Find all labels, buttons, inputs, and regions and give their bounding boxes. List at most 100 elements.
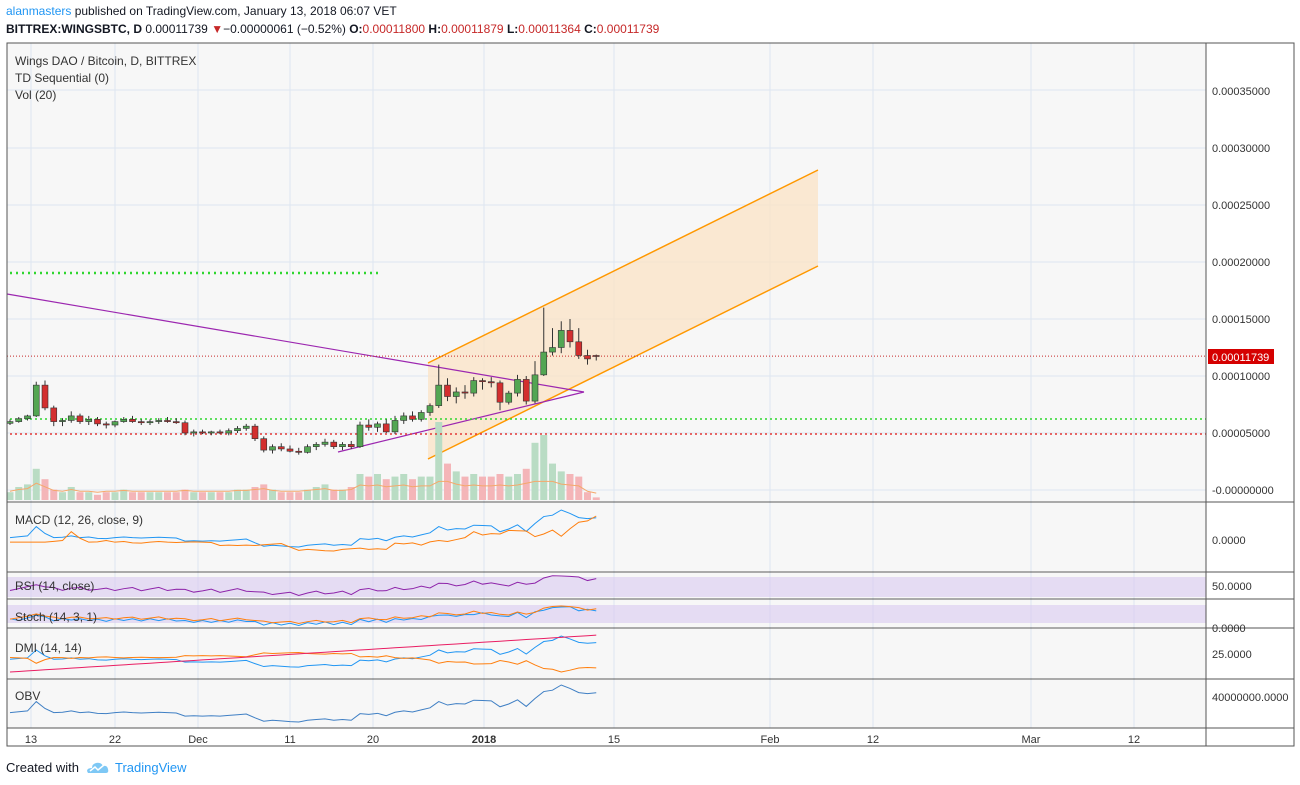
rsi-line [9,575,597,596]
obv-pane[interactable] [7,680,1206,728]
channel-lower-line [427,265,819,460]
volume-bar [120,489,128,500]
dmi-pane[interactable] [7,629,1206,678]
candle-body [531,374,539,402]
time-tick-label: 15 [608,734,620,746]
td-legend[interactable]: TD Sequential (0) [15,71,109,85]
author-link[interactable]: alanmasters [6,4,72,18]
candle-body [102,423,110,426]
obv-legend[interactable]: OBV [15,689,40,703]
time-tick-label: 2018 [472,734,496,746]
candles[interactable] [6,307,600,455]
volume-bar [584,492,591,500]
low-value: 0.00011364 [518,22,581,36]
candle-body [557,330,565,348]
volume-bar [251,487,259,500]
volume-bar [94,494,101,500]
macd-signal-line [10,515,597,552]
volume-bar [295,492,303,500]
close-value: 0.00011739 [596,22,660,36]
time-tick-label: 20 [367,734,379,746]
volume-bar [505,476,513,500]
volume-bar [260,484,268,500]
tradingview-link[interactable]: TradingView [114,760,187,775]
candle-body [41,384,49,409]
candle-body [505,392,513,403]
volume-bar [557,471,565,500]
volume-bar [522,468,530,500]
candle-body [50,407,58,422]
volume-bar [452,471,460,500]
price-tick-label: 0.00015000 [1212,314,1270,326]
open-value: 0.00011800 [362,22,426,36]
rsi-legend[interactable]: RSI (14, close) [15,579,94,593]
macd-legend[interactable]: MACD (12, 26, close, 9) [15,513,143,527]
volume-bar [487,476,495,500]
candle-body [592,355,600,357]
candle-body [391,420,399,433]
candle-body [304,446,311,453]
stoch-d-line [9,605,597,625]
volume-bar [59,492,66,500]
volume-bar [207,492,215,500]
volume-bar [32,468,40,500]
triangle-upper-line [6,293,585,393]
candle-body [549,347,556,353]
candle-body [76,415,84,422]
price-tick-label: 0.00020000 [1212,257,1270,269]
volume-bar [435,422,443,500]
volume-bar [400,474,408,500]
high-value: 0.00011879 [441,22,504,36]
time-tick-label: 12 [867,734,879,746]
candle-body [24,415,31,420]
symbol: BITTREX:WINGSBTC, D [6,22,142,36]
candle-body [155,420,163,422]
candle-body [15,418,23,422]
macd-pane[interactable] [7,503,1206,571]
candle-body [172,421,180,424]
time-tick-label: 13 [25,734,37,746]
volume-bar [391,476,399,500]
volume-bar [76,492,84,500]
candle-body [356,424,364,447]
obv-axis-label: 40000000.0000 [1212,692,1288,704]
dmi-axis-label: 25.0000 [1212,649,1252,661]
volume-bar [129,492,136,500]
candle-body [470,380,478,394]
candle-body [409,415,416,420]
volume-bar [566,474,574,500]
price-pane[interactable] [7,43,1206,501]
volume-bar [592,497,600,500]
stoch-legend[interactable]: Stoch (14, 3, 1) [15,610,97,624]
price-axis[interactable] [1206,43,1294,728]
high-label: H: [428,22,442,36]
rsi-axis-label: 50.0000 [1212,581,1252,593]
candle-body [540,351,548,376]
candle-body [496,382,504,403]
vol-legend[interactable]: Vol (20) [15,88,56,102]
candle-body [32,384,40,417]
candle-body [435,384,443,406]
volume-bar [312,487,320,500]
candle-body [137,421,145,424]
macd-line [9,509,597,548]
dmi-legend[interactable]: DMI (14, 14) [15,641,82,655]
candle-body [330,441,338,447]
volume-bar [50,489,58,500]
volume-bar [15,487,23,500]
dmi-minus-line [9,652,597,673]
time-axis[interactable]: 13 22 Dec 11 20 2018 15 Feb 12 Mar 12 [25,734,1140,746]
candle-body [146,421,154,424]
adx-line [9,634,597,673]
candle-body [251,425,259,440]
candle-body [400,415,408,421]
volume-bar [67,487,75,500]
candle-body [207,431,215,434]
triangle-lower-line [337,391,585,453]
candle-body [94,419,101,425]
volume-bar [575,476,583,500]
volume-bar [347,487,355,500]
triangle-drawing[interactable] [6,293,585,453]
candle-body [225,430,233,434]
